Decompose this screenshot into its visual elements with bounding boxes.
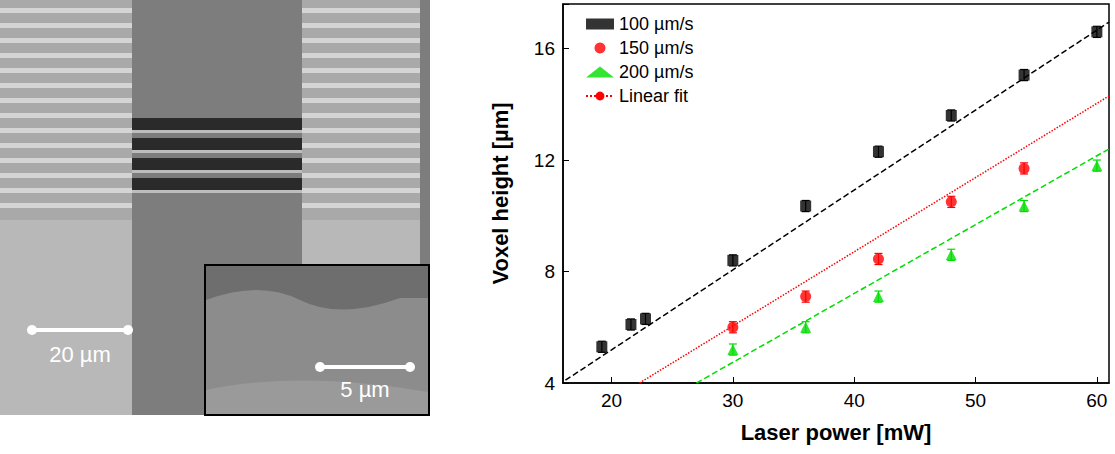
svg-text:12: 12 bbox=[534, 150, 555, 171]
svg-text:150 µm/s: 150 µm/s bbox=[619, 38, 693, 58]
svg-text:5 µm: 5 µm bbox=[340, 377, 389, 402]
svg-text:8: 8 bbox=[544, 261, 555, 282]
svg-text:4: 4 bbox=[544, 373, 555, 394]
svg-text:20: 20 bbox=[601, 390, 622, 411]
svg-text:Linear fit: Linear fit bbox=[619, 86, 688, 106]
svg-text:20 µm: 20 µm bbox=[49, 342, 111, 367]
svg-text:50: 50 bbox=[965, 390, 986, 411]
svg-text:100 µm/s: 100 µm/s bbox=[619, 14, 693, 34]
svg-text:Laser power [mW]: Laser power [mW] bbox=[741, 420, 932, 445]
svg-text:200 µm/s: 200 µm/s bbox=[619, 62, 693, 82]
svg-text:60: 60 bbox=[1086, 390, 1107, 411]
svg-text:Voxel height [µm]: Voxel height [µm] bbox=[488, 102, 513, 284]
svg-text:40: 40 bbox=[844, 390, 865, 411]
svg-text:30: 30 bbox=[722, 390, 743, 411]
svg-text:16: 16 bbox=[534, 38, 555, 59]
